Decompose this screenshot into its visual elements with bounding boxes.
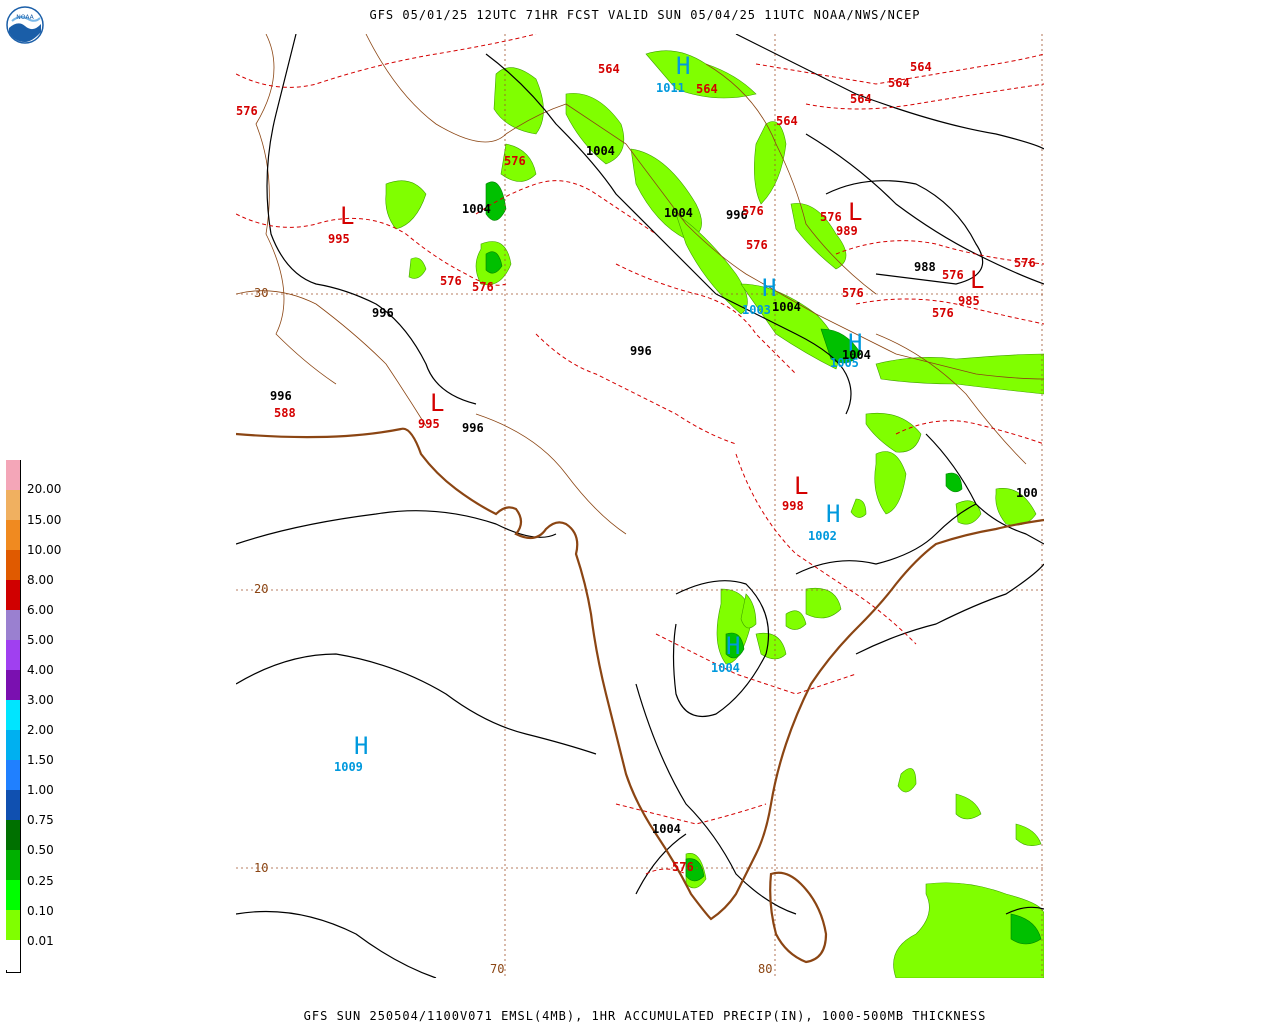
thickness-label: 576 [236, 104, 258, 118]
high-center-value: 1002 [808, 529, 837, 543]
low-center-value: 998 [782, 499, 804, 513]
legend-label: 2.00 [27, 723, 54, 737]
thickness-label: 576 [504, 154, 526, 168]
high-center-value: 1005 [830, 356, 859, 370]
thickness-label: 576 [942, 268, 964, 282]
legend-swatch [6, 940, 20, 970]
low-center-value: 995 [418, 417, 440, 431]
low-center-letter: L [794, 472, 809, 500]
lat-label-30: 30 [254, 286, 269, 300]
legend-swatch [6, 670, 20, 700]
low-center-value: 985 [958, 294, 980, 308]
precip-legend: 20.00 15.00 10.00 8.00 6.00 5.00 4.00 3.… [6, 460, 66, 974]
isobar-label: 996 [462, 421, 484, 435]
thickness-label: 576 [746, 238, 768, 252]
legend-swatch [6, 820, 20, 850]
lat-label-10: 10 [254, 861, 269, 875]
lon-label-70: 70 [490, 962, 505, 976]
legend-swatch [6, 490, 20, 520]
thickness-label: 588 [274, 406, 296, 420]
legend-label: 4.00 [27, 663, 54, 677]
high-center-letter: H [848, 329, 863, 357]
isobar-label: 1004 [652, 822, 681, 836]
legend-label: 6.00 [27, 603, 54, 617]
isobar-label: 996 [726, 208, 748, 222]
legend-swatch [6, 850, 20, 880]
low-center-letter: L [970, 266, 985, 294]
high-center-letter: H [826, 500, 841, 528]
low-center-letter: L [430, 389, 445, 417]
isobar-label: 1004 [462, 202, 491, 216]
isobar-label: 100 [1016, 486, 1038, 500]
high-center-value: 1009 [334, 760, 363, 774]
forecast-map[interactable]: 30 20 10 70 80 H 1011 L 995 L 995 L 989 … [236, 34, 1044, 978]
high-center-letter: H [354, 732, 369, 760]
legend-label: 3.00 [27, 693, 54, 707]
chart-title: GFS 05/01/25 12UTC 71HR FCST VALID SUN 0… [369, 8, 921, 22]
isobar-label: 1004 [586, 144, 615, 158]
thickness-label: 564 [850, 92, 872, 106]
thickness-label: 564 [888, 76, 910, 90]
legend-swatch [6, 760, 20, 790]
low-center-value: 989 [836, 224, 858, 238]
isobar-label: 1004 [664, 206, 693, 220]
noaa-logo: NOAA [6, 6, 44, 44]
thickness-label: 564 [696, 82, 718, 96]
isobar-label: 996 [372, 306, 394, 320]
high-center-value: 1004 [711, 661, 740, 675]
legend-swatch [6, 880, 20, 910]
legend-label: 0.75 [27, 813, 54, 827]
low-center-letter: L [340, 202, 355, 230]
chart-caption: GFS SUN 250504/1100V071 EMSL(4MB), 1HR A… [303, 1009, 987, 1023]
high-center-value: 1011 [656, 81, 685, 95]
legend-label: 1.00 [27, 783, 54, 797]
legend-swatch [6, 460, 20, 490]
lon-label-80: 80 [758, 962, 773, 976]
legend-label: 5.00 [27, 633, 54, 647]
legend-swatch [6, 550, 20, 580]
legend-label: 1.50 [27, 753, 54, 767]
map-canvas [236, 34, 1044, 978]
legend-label: 10.00 [27, 543, 62, 557]
legend-label: 8.00 [27, 573, 54, 587]
low-center-letter: L [848, 198, 863, 226]
thickness-label: 576 [820, 210, 842, 224]
legend-label: 20.00 [27, 482, 62, 496]
legend-label: 15.00 [27, 513, 62, 527]
high-center-letter: H [762, 274, 777, 302]
legend-swatch [6, 640, 20, 670]
lat-label-20: 20 [254, 582, 269, 596]
thickness-label: 564 [910, 60, 932, 74]
high-center-letter: H [726, 632, 741, 660]
thickness-label: 564 [598, 62, 620, 76]
legend-swatch [6, 790, 20, 820]
high-center-value: 1003 [742, 303, 771, 317]
thickness-label: 576 [932, 306, 954, 320]
thickness-label: 564 [776, 114, 798, 128]
legend-swatch [6, 700, 20, 730]
legend-label: 0.01 [27, 934, 54, 948]
thickness-label: 576 [842, 286, 864, 300]
thickness-label: 576 [742, 204, 764, 218]
high-center-letter: H [676, 52, 691, 80]
legend-swatch [6, 730, 20, 760]
svg-text:NOAA: NOAA [16, 14, 34, 21]
legend-label: 0.50 [27, 843, 54, 857]
legend-swatch [6, 610, 20, 640]
thickness-label: 576 [672, 860, 694, 874]
legend-label: 0.25 [27, 874, 54, 888]
thickness-label: 576 [1014, 256, 1036, 270]
legend-label: 0.10 [27, 904, 54, 918]
isobar-label: 1004 [772, 300, 801, 314]
legend-swatch [6, 520, 20, 550]
legend-swatch [6, 580, 20, 610]
thickness-label: 576 [440, 274, 462, 288]
isobar-label: 996 [270, 389, 292, 403]
isobar-label: 996 [630, 344, 652, 358]
thickness-label: 576 [472, 280, 494, 294]
legend-swatch [6, 910, 20, 940]
low-center-value: 995 [328, 232, 350, 246]
isobar-label: 988 [914, 260, 936, 274]
isobar-label: 1004 [842, 348, 871, 362]
